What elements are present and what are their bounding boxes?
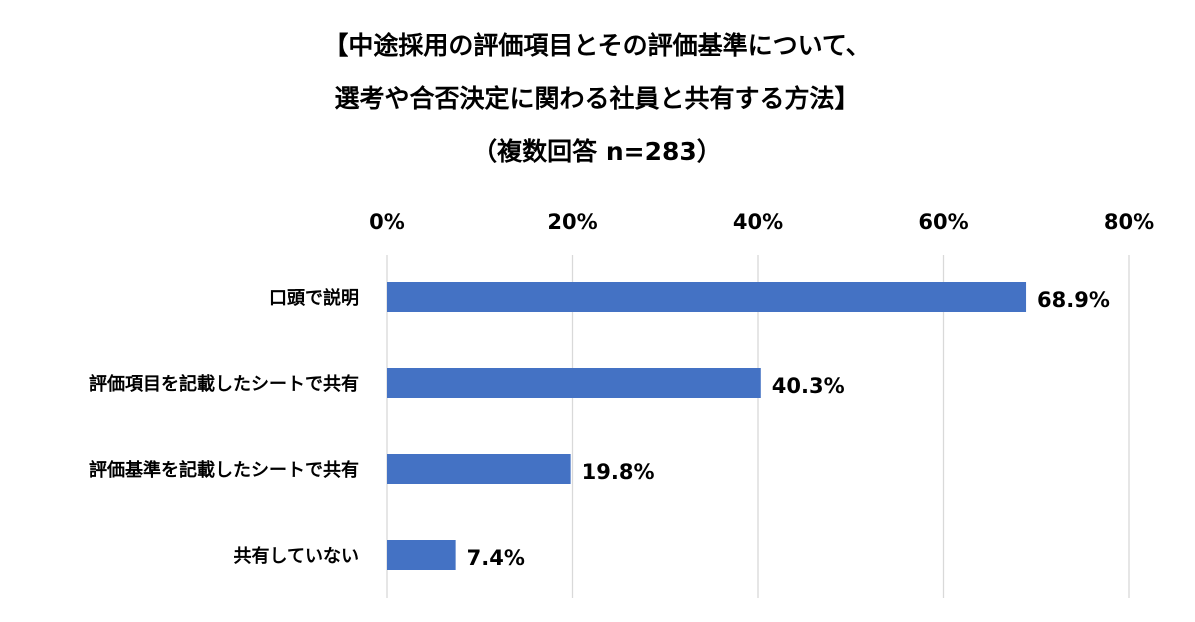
x-tick-label: 0% xyxy=(369,210,405,234)
bars xyxy=(387,282,1027,570)
data-label: 68.9% xyxy=(1037,288,1110,312)
chart-title-line-1: 【中途採用の評価項目とその評価基準について、 xyxy=(323,31,870,60)
data-label: 19.8% xyxy=(582,460,655,484)
category-label: 評価基準を記載したシートで共有 xyxy=(89,459,359,481)
category-label: 共有していない xyxy=(234,545,359,567)
data-labels: 68.9% 40.3% 19.8% 7.4% xyxy=(467,288,1110,570)
x-tick-label: 20% xyxy=(547,210,597,234)
data-label: 40.3% xyxy=(772,374,845,398)
chart-subtitle: （複数回答 n=283） xyxy=(472,137,722,166)
chart-title: 【中途採用の評価項目とその評価基準について、 選考や合否決定に関わる社員と共有す… xyxy=(323,31,870,166)
bar-4 xyxy=(387,540,456,570)
x-axis-ticks: 0% 20% 40% 60% 80% xyxy=(369,210,1154,234)
chart-title-line-2: 選考や合否決定に関わる社員と共有する方法】 xyxy=(334,84,859,113)
x-tick-label: 40% xyxy=(733,210,783,234)
bar-1 xyxy=(387,282,1027,312)
category-label: 評価項目を記載したシートで共有 xyxy=(89,373,359,395)
x-tick-label: 60% xyxy=(918,210,968,234)
data-label: 7.4% xyxy=(467,546,525,570)
bar-2 xyxy=(387,368,761,398)
x-tick-label: 80% xyxy=(1104,210,1154,234)
category-label: 口頭で説明 xyxy=(269,287,359,309)
bar-3 xyxy=(387,454,571,484)
category-labels: 口頭で説明評価項目を記載したシートで共有評価基準を記載したシートで共有共有してい… xyxy=(89,287,359,567)
